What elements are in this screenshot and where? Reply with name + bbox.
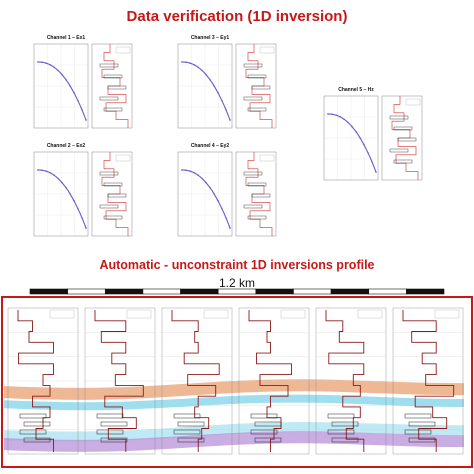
sounding-legend [280,309,306,319]
scale-label: 1.2 km [218,276,255,290]
decay-curve [181,61,231,121]
sounding-model-line [325,310,365,452]
layer-band-blue-lower [4,422,464,442]
scale-bar-segment [293,288,332,295]
model-legend [405,98,421,106]
model-legend [259,154,275,162]
sounding-model-line [94,310,144,452]
layer-band-blue [4,394,464,411]
layer-band-purple [4,431,464,452]
sounding-column [84,307,156,455]
scale-bar-segment [142,288,181,295]
sounding-legend [126,309,152,319]
channel-label: Channel 2 – Ex2 [47,143,86,149]
channel-panel: Channel 4 – Ey2 [177,143,277,237]
channel-panel: Channel 5 – Hz [323,87,423,181]
layer-band-orange [4,379,464,400]
sounding-model-line [171,310,220,452]
decay-curve [37,169,87,229]
scale-bar-segment [368,288,407,295]
sounding-model-line [402,310,455,452]
model-legend [115,154,131,162]
channel-label: Channel 4 – Ey2 [191,143,230,149]
channel-label: Channel 1 – Ex1 [47,35,86,41]
decay-curve [181,169,231,229]
model-legend [259,46,275,54]
model-legend [115,46,131,54]
channel-panels: Channel 1 – Ex1 Channel 3 – Ey1 Channel 2 … [33,35,423,237]
sounding-legend [434,309,460,319]
channel-label: Channel 3 – Ey1 [191,35,230,41]
sounding-column [392,307,464,455]
sounding-model-line [17,310,54,452]
sounding-column [238,307,310,455]
sounding-legend [357,309,383,319]
scale-bar-segment [180,288,219,295]
sounding-legend [203,309,229,319]
sounding-column [315,307,387,455]
profile-title: Automatic - unconstraint 1D inversions p… [99,258,375,272]
inversion-profile [1,296,473,468]
scale-bar-segment [29,288,68,295]
channel-panel: Channel 2 – Ex2 [33,143,133,237]
channel-label: Channel 5 – Hz [338,87,374,93]
scale-bar-segment [330,288,370,295]
scale-bar-segment [406,288,445,295]
sounding-model-line [248,310,292,452]
scale-bar-segment [67,288,106,295]
decay-curve [327,113,377,173]
scale-bar-segment [255,288,294,295]
scale-bar-icon [29,288,445,295]
sounding-column [161,307,233,455]
channel-panel: Channel 3 – Ey1 [177,35,277,129]
decay-curve [37,61,87,121]
scale-bar-segment [104,288,144,295]
page-title: Data verification (1D inversion) [126,8,348,25]
sounding-column [7,307,79,455]
scale-bar-segment [217,288,257,295]
channel-panel: Channel 1 – Ex1 [33,35,133,129]
sounding-legend [49,309,75,319]
